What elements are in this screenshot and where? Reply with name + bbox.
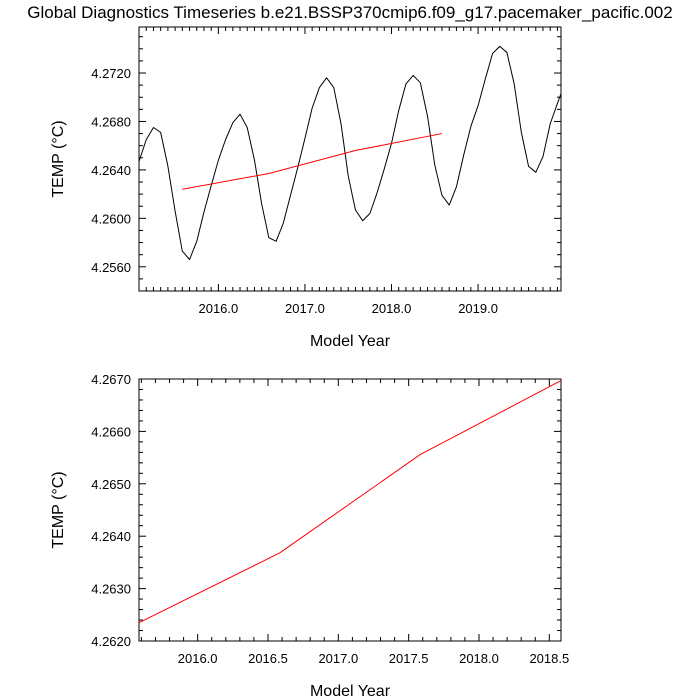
- x-axis-title: Model Year: [310, 333, 391, 350]
- y-axis-title: TEMP (°C): [50, 471, 67, 548]
- top-panel: 2016.0 2017.0 2018.0 2019.0 4.2560 4.2600 4.26…: [50, 26, 562, 350]
- plot-frame: [138, 378, 562, 642]
- y-tick-label: 4.2650: [91, 477, 131, 492]
- x-tick-label: 2019.0: [458, 301, 498, 316]
- y-tick-label: 4.2560: [91, 260, 131, 275]
- x-tick-label: 2017.0: [285, 301, 325, 316]
- plot-frame: [138, 26, 562, 292]
- x-tick-label: 2018.0: [372, 301, 412, 316]
- y-tick-label: 4.2640: [91, 529, 131, 544]
- y-tick-label: 4.2720: [91, 66, 131, 81]
- figure-title: Global Diagnostics Timeseries b.e21.BSSP…: [27, 3, 672, 22]
- x-axis-title: Model Year: [310, 683, 391, 700]
- y-tick-label: 4.2680: [91, 114, 131, 129]
- x-tick-label: 2018.5: [529, 651, 569, 666]
- y-tick-label: 4.2630: [91, 582, 131, 597]
- x-tick-label: 2017.5: [389, 651, 429, 666]
- smoothed-series-line: [182, 133, 443, 190]
- x-tick-label: 2016.0: [178, 651, 218, 666]
- x-tick-label: 2016.0: [198, 301, 238, 316]
- smoothed-series-line: [138, 380, 562, 624]
- y-tick-label: 4.2670: [91, 372, 131, 387]
- y-tick-label: 4.2600: [91, 211, 131, 226]
- y-tick-label: 4.2660: [91, 424, 131, 439]
- y-axis-title: TEMP (°C): [50, 120, 67, 197]
- x-tick-label: 2017.0: [318, 651, 358, 666]
- y-tick-label: 4.2620: [91, 634, 131, 649]
- x-tick-label: 2018.0: [459, 651, 499, 666]
- raw-series-line: [138, 45, 562, 261]
- bottom-panel: 2016.0 2016.5 2017.0 2017.5 2018.0 2018.5 4.26…: [50, 372, 569, 700]
- x-tick-label: 2016.5: [248, 651, 288, 666]
- y-tick-label: 4.2640: [91, 163, 131, 178]
